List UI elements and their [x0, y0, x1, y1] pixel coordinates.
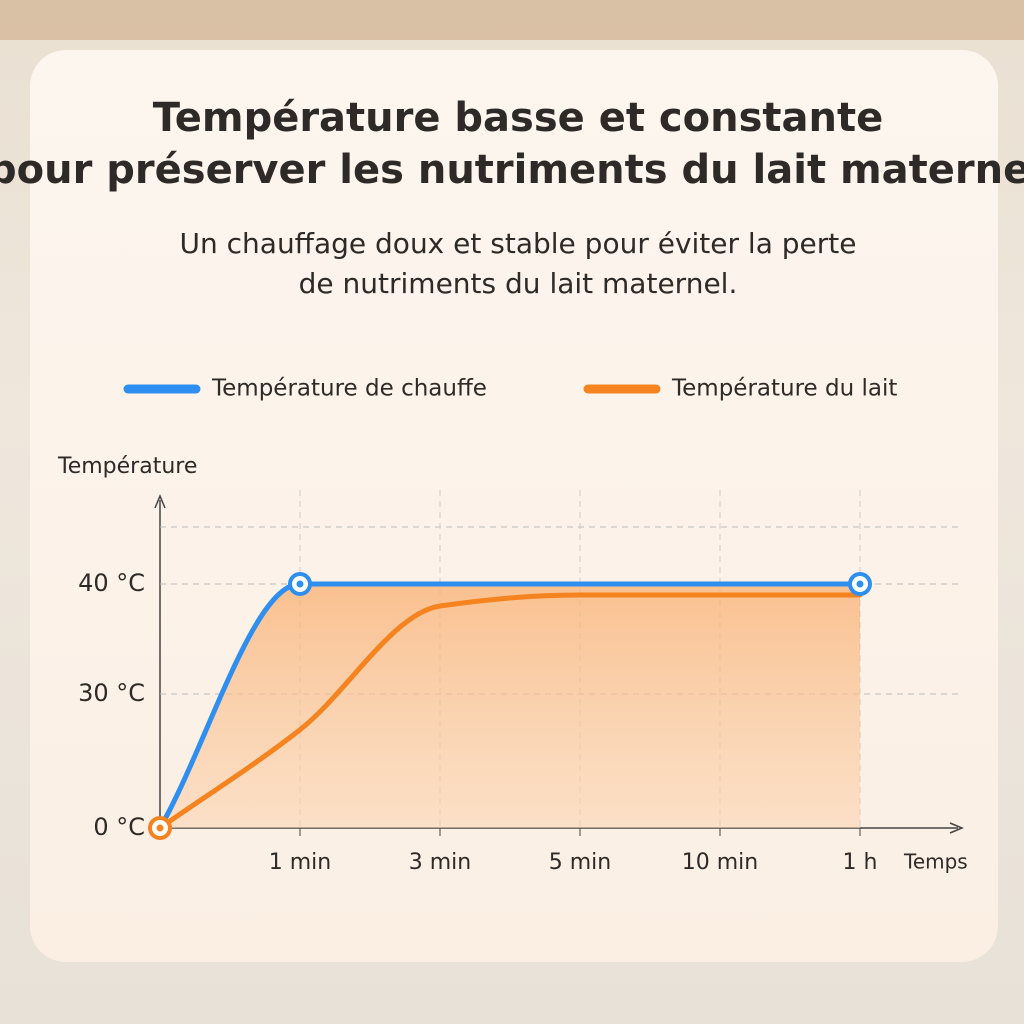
- area: [160, 584, 860, 828]
- y-axis-arrow: [154, 494, 166, 509]
- chart-title: pour préserver les nutriments du lait ma…: [0, 147, 1024, 193]
- x-tick-label: 10 min: [682, 850, 758, 875]
- chart-subtitle: Un chauffage doux et stable pour éviter …: [180, 227, 857, 260]
- chart-title: Température basse et constante: [153, 95, 883, 141]
- x-tick-label: 5 min: [549, 850, 611, 875]
- y-axis-label: Température: [57, 454, 197, 479]
- point-center: [856, 580, 864, 588]
- x-tick-label: 1 min: [269, 850, 331, 875]
- x-axis-label: Temps: [903, 850, 968, 874]
- x-tick-label: 1 h: [843, 850, 878, 875]
- chart-subtitle: de nutriments du lait maternel.: [299, 267, 738, 300]
- point-center: [156, 824, 164, 832]
- x-tick-label: 3 min: [409, 850, 471, 875]
- background-strip: [0, 0, 1024, 40]
- y-tick-label: 30 °C: [78, 679, 145, 707]
- y-tick-label: 0 °C: [93, 813, 145, 841]
- series-line: [157, 592, 863, 831]
- legend-label: Température de chauffe: [211, 376, 487, 402]
- plot: 0 °C 30 °C 40 °C 1 min 3 min 5 min 10 min 1 h: [78, 490, 958, 875]
- point-center: [296, 580, 304, 588]
- legend-label: Température du lait: [671, 376, 897, 402]
- series-line: [157, 581, 863, 831]
- y-tick-label: 40 °C: [78, 569, 145, 597]
- x-axis-arrow: [949, 822, 964, 834]
